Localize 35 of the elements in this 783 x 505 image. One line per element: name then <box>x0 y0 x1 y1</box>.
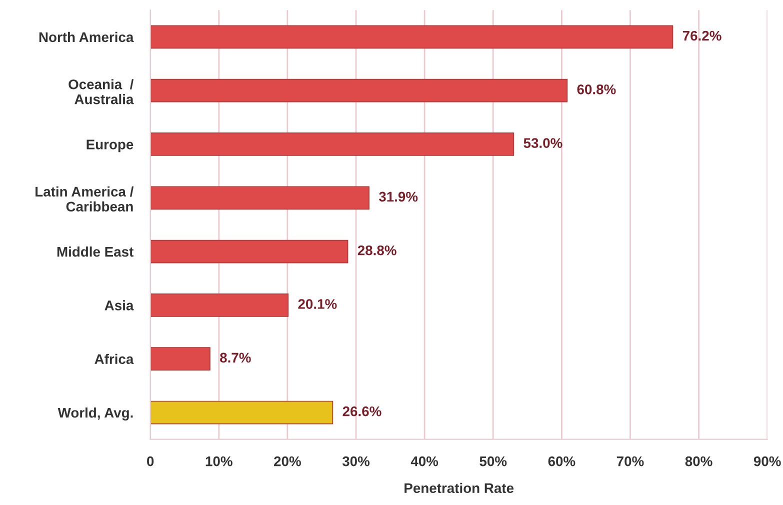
y-tick-label: Oceania / Australia <box>68 79 134 104</box>
bar <box>150 132 514 156</box>
bar <box>150 347 210 371</box>
x-tick-label: 0 <box>147 456 154 466</box>
y-tick-label: Middle East <box>57 246 134 257</box>
x-tick-label: 60% <box>548 456 576 466</box>
y-tick-label: Asia <box>104 300 134 310</box>
y-tick-label: Latin America / Caribbean <box>36 186 134 212</box>
x-tick-label: 50% <box>480 456 507 466</box>
bar <box>150 186 370 210</box>
data-label: 60.8% <box>577 84 616 94</box>
data-label: 28.8% <box>358 245 396 256</box>
x-tick-label: 30% <box>342 456 370 466</box>
data-label: 53.0% <box>524 138 562 148</box>
x-tick-label: 20% <box>274 456 301 466</box>
x-tick-label: 40% <box>410 456 438 466</box>
x-axis-title: Penetration Rate <box>404 482 514 494</box>
bar <box>150 78 568 102</box>
data-label: 20.1% <box>298 299 337 309</box>
y-tick-label: World, Avg. <box>58 407 133 420</box>
x-tick-label: 70% <box>616 456 644 466</box>
x-tick-label: 10% <box>206 456 232 466</box>
bar <box>150 25 674 49</box>
bar <box>150 294 289 317</box>
bar <box>150 240 348 264</box>
y-tick-label: Europe <box>86 140 134 152</box>
y-tick-label: North America <box>39 32 134 42</box>
x-tick-label: 80% <box>685 456 712 466</box>
y-tick-label: Africa <box>94 354 134 364</box>
data-label: 26.6% <box>342 406 382 416</box>
data-label: 76.2% <box>682 30 722 41</box>
data-label: 31.9% <box>378 192 418 202</box>
x-tick-label: 90% <box>754 456 781 466</box>
data-label: 8.7% <box>220 352 251 363</box>
bar <box>150 400 334 424</box>
